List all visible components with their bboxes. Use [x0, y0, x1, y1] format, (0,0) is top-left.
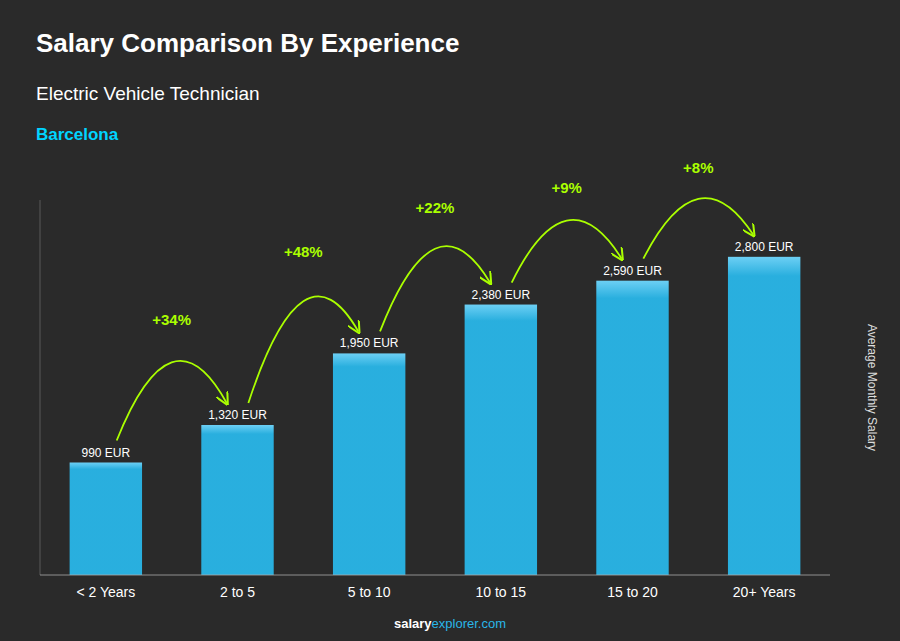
bar: [728, 257, 800, 575]
y-axis-label: Average Monthly Salary: [865, 324, 879, 451]
data-label: 2,590 EUR: [603, 264, 662, 278]
change-arrow: [512, 220, 622, 283]
annotation: +34%: [152, 311, 191, 328]
footer-part: salary: [394, 616, 432, 631]
x-tick-label: 20+ Years: [733, 584, 796, 600]
y-axis-line: [40, 200, 41, 575]
data-label: 2,380 EUR: [471, 288, 530, 302]
x-tick-label: 5 to 10: [348, 584, 391, 600]
bar: [465, 305, 537, 575]
data-label: 990 EUR: [81, 446, 130, 460]
x-axis-line: [40, 575, 830, 576]
data-label: 1,320 EUR: [208, 408, 267, 422]
annotation: +8%: [683, 159, 713, 176]
chart: Salary Comparison By Experience Electric …: [0, 0, 900, 641]
city: Barcelona: [36, 125, 119, 144]
bars: [70, 257, 801, 575]
annotation: +22%: [416, 199, 455, 216]
footer: salaryexplorer.com: [394, 616, 506, 631]
x-tick-label: < 2 Years: [76, 584, 135, 600]
change-arrow: [643, 198, 753, 259]
change-arrow: [248, 296, 358, 403]
annotation: +48%: [284, 243, 323, 260]
title: Salary Comparison By Experience: [36, 28, 459, 58]
bar: [201, 425, 273, 575]
bar: [70, 463, 142, 576]
footer-part: explorer.com: [432, 616, 506, 631]
x-tick-label: 15 to 20: [607, 584, 658, 600]
data-label: 2,800 EUR: [735, 240, 794, 254]
subtitle: Electric Vehicle Technician: [36, 83, 260, 104]
bar: [596, 281, 668, 575]
data-label: 1,950 EUR: [340, 336, 399, 350]
bar: [333, 353, 405, 575]
annotation: +9%: [551, 179, 581, 196]
x-tick-label: 10 to 15: [476, 584, 527, 600]
x-tick-label: 2 to 5: [220, 584, 255, 600]
background: [0, 0, 900, 641]
change-arrow: [380, 246, 490, 331]
change-arrow: [117, 361, 227, 441]
